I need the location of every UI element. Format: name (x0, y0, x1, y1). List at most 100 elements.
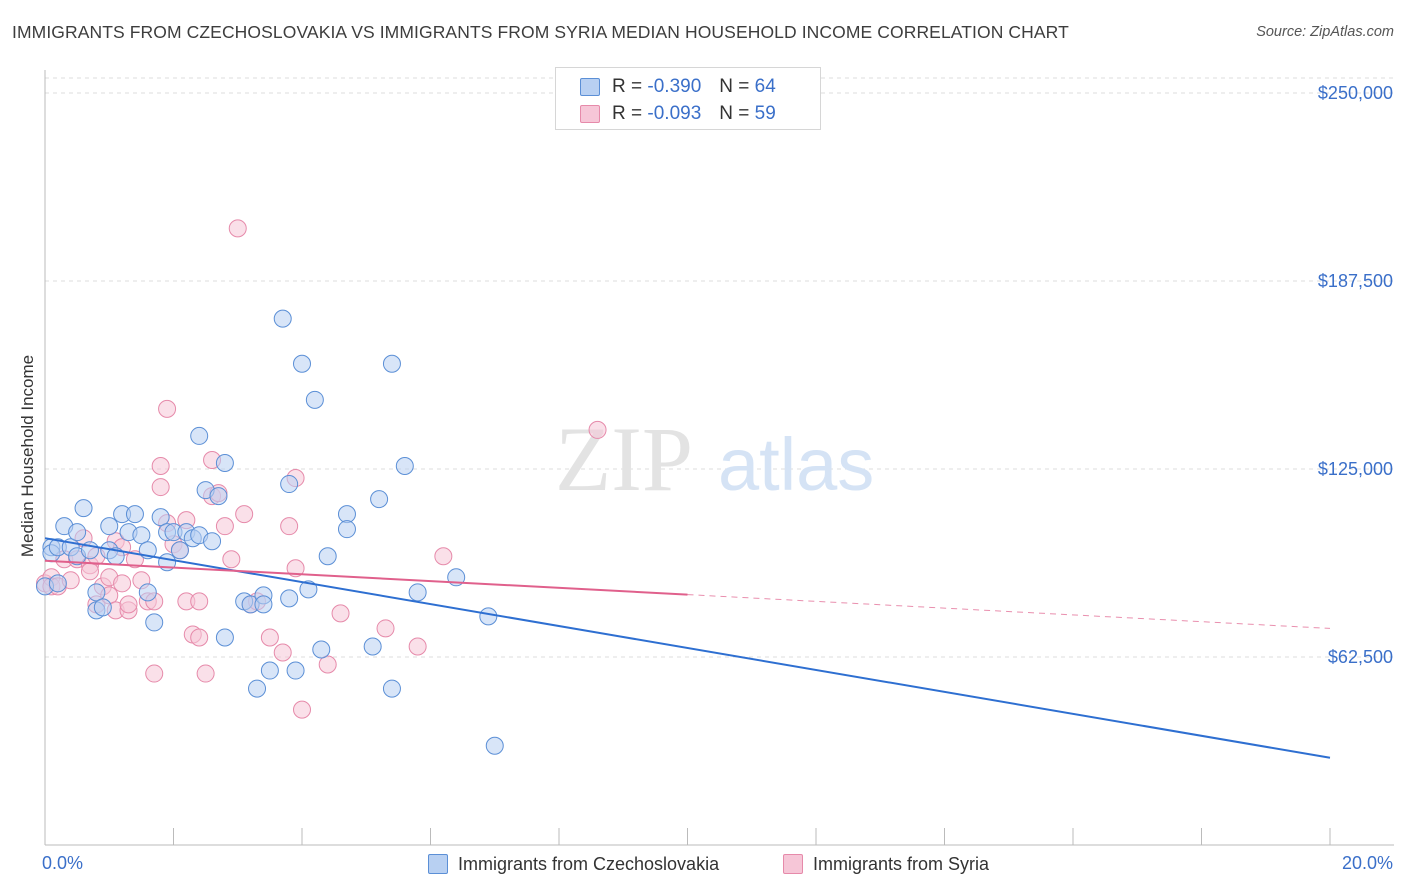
trend-line-syria-extension (687, 594, 1331, 629)
data-point-czechoslovakia (74, 499, 93, 518)
y-tick-label: $125,000 (1318, 459, 1393, 479)
data-point-czechoslovakia (215, 454, 234, 473)
trend-line-czechoslovakia (44, 537, 1331, 759)
data-point-syria (331, 604, 350, 623)
data-point-czechoslovakia (363, 637, 382, 656)
trend-lines (44, 537, 1331, 759)
data-point-syria (222, 550, 241, 569)
data-point-czechoslovakia (145, 613, 164, 632)
data-point-czechoslovakia (132, 526, 151, 545)
data-point-syria (273, 643, 292, 662)
bottom-legend-label-czechoslovakia: Immigrants from Czechoslovakia (458, 853, 720, 874)
data-point-czechoslovakia (87, 583, 106, 602)
bottom-legend-label-syria: Immigrants from Syria (813, 853, 990, 874)
legend-r-value-syria: -0.093 (647, 103, 702, 124)
data-point-syria (286, 559, 305, 578)
data-point-syria (113, 574, 132, 593)
data-point-czechoslovakia (190, 426, 209, 445)
series-czechoslovakia-points (36, 309, 504, 755)
y-tick-label: $187,500 (1318, 271, 1393, 291)
data-point-syria (196, 664, 215, 683)
data-point-syria (318, 655, 337, 674)
data-point-czechoslovakia (485, 736, 504, 755)
data-point-czechoslovakia (215, 628, 234, 647)
data-point-syria (235, 505, 254, 524)
data-point-czechoslovakia (293, 354, 311, 373)
data-point-czechoslovakia (254, 595, 273, 614)
data-point-czechoslovakia (305, 390, 324, 409)
data-point-syria (228, 219, 247, 238)
data-point-czechoslovakia (370, 490, 389, 509)
data-point-czechoslovakia (280, 589, 299, 608)
data-point-czechoslovakia (100, 517, 119, 536)
correlation-legend: R = -0.390 N = 64 R = -0.093 N = 59 (555, 67, 821, 130)
y-tick-label: $250,000 (1318, 83, 1393, 103)
legend-n-value-czechoslovakia: 64 (754, 76, 776, 97)
bottom-legend-swatch-czechoslovakia (428, 854, 448, 874)
data-point-syria (408, 637, 427, 656)
data-point-czechoslovakia (395, 457, 414, 476)
legend-n-label: N = (719, 76, 750, 97)
data-point-czechoslovakia (337, 505, 356, 524)
data-point-czechoslovakia (203, 532, 222, 551)
data-point-czechoslovakia (248, 679, 267, 698)
data-point-czechoslovakia (382, 679, 401, 698)
data-point-czechoslovakia (260, 661, 279, 680)
data-point-czechoslovakia (273, 309, 292, 328)
legend-row-czechoslovakia: R = -0.390 N = 64 (580, 74, 776, 100)
bottom-legend-swatch-syria (783, 854, 803, 874)
data-point-syria (151, 457, 170, 476)
legend-swatch-czechoslovakia (580, 78, 600, 96)
data-point-czechoslovakia (209, 487, 228, 506)
trend-line-syria (44, 559, 688, 596)
data-point-czechoslovakia (382, 354, 401, 373)
data-point-czechoslovakia (286, 661, 305, 680)
legend-r-label: R = (612, 76, 643, 97)
y-tick-label: $62,500 (1328, 647, 1393, 667)
data-point-syria (280, 517, 299, 536)
watermark-zip: ZIP (555, 408, 693, 510)
bottom-legend-czechoslovakia: Immigrants from Czechoslovakia (428, 851, 719, 877)
y-axis-label: Median Household Income (18, 355, 37, 557)
legend-swatch-syria (580, 105, 600, 123)
legend-row-syria: R = -0.093 N = 59 (580, 101, 776, 127)
y-tick-labels: $62,500 $125,000 $187,500 $250,000 (1318, 83, 1393, 667)
data-point-czechoslovakia (312, 640, 331, 659)
data-point-czechoslovakia (125, 505, 144, 524)
legend-n-label: N = (719, 103, 750, 124)
axes (44, 70, 1394, 846)
x-tick-labels: 0.0% 20.0% (42, 853, 1393, 873)
data-point-syria (588, 420, 607, 439)
watermark-atlas: atlas (718, 423, 874, 506)
data-point-syria (119, 595, 138, 614)
data-point-syria (151, 478, 170, 497)
data-point-czechoslovakia (170, 541, 189, 560)
data-point-czechoslovakia (337, 520, 356, 539)
legend-n-value-syria: 59 (754, 103, 776, 124)
data-point-czechoslovakia (93, 598, 112, 617)
data-point-syria (145, 664, 164, 683)
data-point-syria (215, 517, 234, 536)
x-tick-label: 20.0% (1342, 853, 1393, 873)
legend-r-label: R = (612, 103, 643, 124)
data-point-syria (293, 700, 311, 719)
data-point-czechoslovakia (68, 523, 87, 542)
data-point-czechoslovakia (48, 574, 67, 593)
data-point-syria (190, 628, 209, 647)
x-tick-label: 0.0% (42, 853, 83, 873)
data-point-czechoslovakia (299, 580, 318, 599)
data-point-syria (376, 619, 395, 638)
data-point-syria (158, 399, 177, 418)
data-point-czechoslovakia (479, 607, 498, 626)
data-point-czechoslovakia (408, 583, 427, 602)
data-point-czechoslovakia (151, 508, 170, 527)
data-point-czechoslovakia (318, 547, 337, 566)
legend-r-value-czechoslovakia: -0.390 (647, 76, 702, 97)
data-point-czechoslovakia (280, 475, 299, 494)
data-point-syria (260, 628, 279, 647)
data-point-syria (434, 547, 453, 566)
data-point-syria (190, 592, 209, 611)
watermark: ZIP atlas (555, 408, 874, 510)
chart-title: IMMIGRANTS FROM CZECHOSLOVAKIA VS IMMIGR… (12, 22, 1069, 42)
